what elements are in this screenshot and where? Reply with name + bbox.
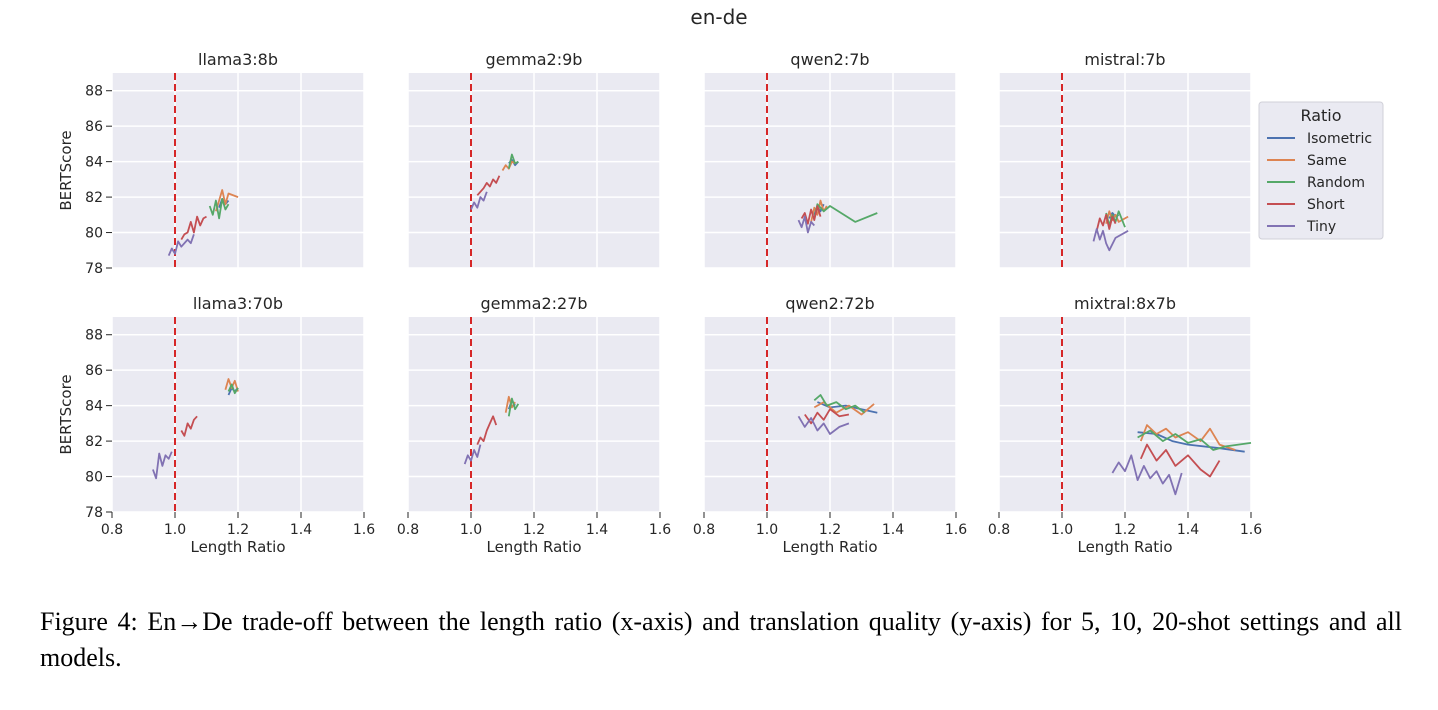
y-tick-label: 80	[85, 470, 103, 486]
series-line-short	[476, 175, 501, 196]
panel-qwen2-72b: qwen2:72b 0.8 1.0 1.2 1.4 1.6 Length Ratio	[693, 294, 967, 556]
legend-label-tiny: Tiny	[1306, 219, 1336, 235]
x-tick-label: 1.4	[586, 522, 608, 538]
x-tick-label: 1.4	[290, 522, 312, 538]
series-line-random	[1137, 429, 1252, 451]
x-tick-label: 0.8	[988, 522, 1010, 538]
panel-title: mixtral:8x7b	[1074, 294, 1176, 313]
series-line-tiny	[152, 451, 173, 480]
x-tick-label: 0.8	[101, 522, 123, 538]
panel-title: llama3:8b	[198, 50, 278, 69]
legend-label-isometric: Isometric	[1307, 131, 1372, 147]
series-line-tiny	[167, 234, 195, 256]
x-tick-label: 1.6	[353, 522, 375, 538]
panel-mixtral-8x7b: mixtral:8x7b 0.8 1.0 1.2 1.4 1.6 Length Ratio	[988, 294, 1262, 556]
x-tick-label: 1.4	[882, 522, 904, 538]
y-tick-label: 82	[85, 434, 103, 450]
y-tick-label: 82	[85, 190, 103, 206]
y-axis-label: BERTScore	[57, 130, 75, 210]
series-line-short	[804, 408, 850, 425]
y-tick-label: 88	[85, 84, 103, 100]
x-axis-label: Length Ratio	[190, 538, 285, 556]
x-axis-label: Length Ratio	[1077, 538, 1172, 556]
series-line-same	[215, 189, 239, 212]
panel-llama3-8b: llama3:8b 78 80 82 84 86 88 BERTScore	[57, 50, 365, 277]
x-tick-label: 1.4	[1177, 522, 1199, 538]
y-tick-label: 88	[85, 328, 103, 344]
panel-llama3-70b: llama3:70b 78 80 82 84 86 88 BERTScore 0.8 1.0 1.2…	[57, 294, 375, 556]
y-axis-label: BERTScore	[57, 374, 75, 454]
x-tick-label: 1.6	[1240, 522, 1262, 538]
series-line-short	[800, 205, 822, 225]
panel-title: mistral:7b	[1084, 50, 1165, 69]
panel-mistral-7b: mistral:7b	[998, 50, 1252, 269]
series-line-short	[1095, 213, 1117, 232]
series-line-random	[227, 383, 239, 395]
x-tick-label: 1.0	[164, 522, 186, 538]
series-line-tiny	[1111, 454, 1183, 496]
panels-group: llama3:8b 78 80 82 84 86 88 BERTScore gemma2:9b q…	[57, 50, 1262, 556]
series-line-tiny	[797, 215, 815, 234]
x-tick-label: 1.2	[1114, 522, 1136, 538]
series-line-short	[180, 415, 198, 437]
panel-title: qwen2:7b	[790, 50, 869, 69]
panel-title: gemma2:9b	[486, 50, 583, 69]
x-tick-label: 1.0	[756, 522, 778, 538]
y-tick-label: 80	[85, 226, 103, 242]
series-line-random	[813, 394, 866, 414]
x-axis-label: Length Ratio	[782, 538, 877, 556]
legend-label-short: Short	[1307, 197, 1345, 213]
series-line-tiny	[463, 444, 482, 465]
panel-gemma2-27b: gemma2:27b 0.8 1.0 1.2 1.4 1.6 Length Ratio	[397, 294, 671, 556]
figure-caption: Figure 4: En→De trade-off between the le…	[40, 607, 1402, 672]
panel-title: llama3:70b	[193, 294, 283, 313]
panel-title: gemma2:27b	[480, 294, 587, 313]
legend-title: Ratio	[1300, 106, 1341, 125]
series-line-short	[180, 215, 207, 241]
series-line-short	[1139, 443, 1221, 478]
series-line-random	[208, 198, 230, 220]
y-tick-label: 84	[85, 155, 103, 171]
x-tick-label: 1.0	[1051, 522, 1073, 538]
panel-title: qwen2:72b	[785, 294, 874, 313]
figure-suptitle: en-de	[690, 5, 747, 29]
legend-label-random: Random	[1307, 175, 1365, 191]
panel-gemma2-9b: gemma2:9b	[407, 50, 661, 269]
x-tick-label: 0.8	[693, 522, 715, 538]
y-tick-label: 86	[85, 119, 103, 135]
x-tick-label: 1.6	[649, 522, 671, 538]
x-tick-label: 1.2	[523, 522, 545, 538]
series-line-short	[476, 415, 498, 445]
series-line-tiny	[1092, 228, 1129, 252]
series-line-tiny	[797, 415, 850, 435]
y-tick-label: 86	[85, 363, 103, 379]
series-line-same	[224, 378, 239, 392]
y-tick-label: 78	[85, 505, 103, 521]
series-line-random	[507, 153, 519, 169]
x-tick-label: 1.6	[945, 522, 967, 538]
series-line-tiny	[470, 191, 488, 210]
legend-label-same: Same	[1307, 153, 1347, 169]
series-line-random	[507, 397, 520, 417]
y-tick-label: 84	[85, 399, 103, 415]
panel-qwen2-7b: qwen2:7b	[703, 50, 957, 269]
figure-chart-grid: en-de llama3:8b 78 80 82 84 86 88 BERTScore gemm…	[57, 5, 1384, 556]
legend: Ratio Isometric Same Random Short Tiny	[1258, 101, 1384, 240]
x-tick-label: 1.2	[227, 522, 249, 538]
x-axis-label: Length Ratio	[486, 538, 581, 556]
x-tick-label: 0.8	[397, 522, 419, 538]
x-tick-label: 1.0	[460, 522, 482, 538]
y-tick-label: 78	[85, 261, 103, 277]
x-tick-label: 1.2	[819, 522, 841, 538]
series-line-same	[1139, 424, 1236, 451]
